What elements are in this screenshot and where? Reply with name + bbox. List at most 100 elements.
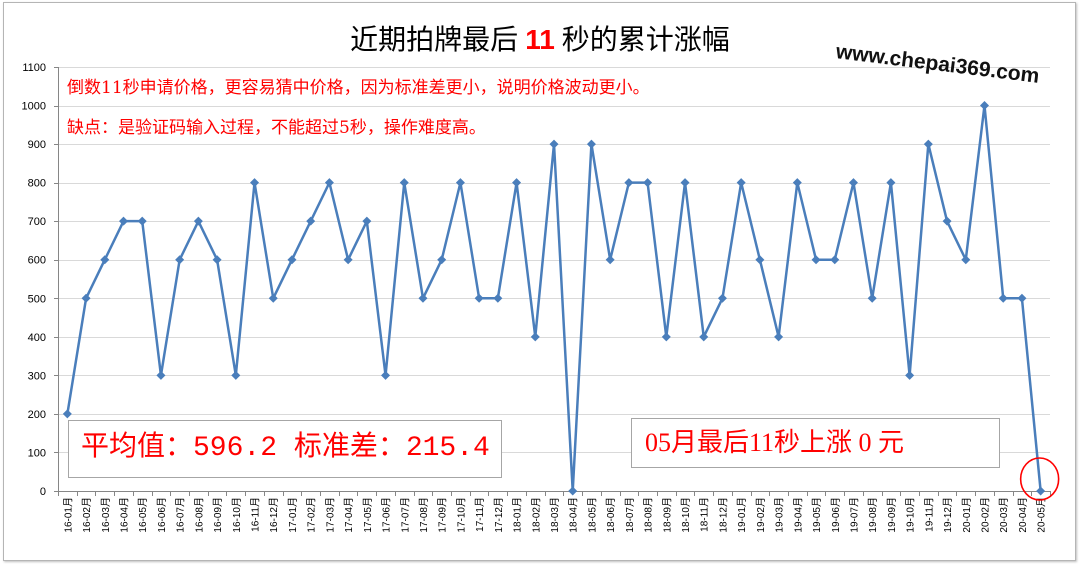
latest-change-box: 05月最后11秒上涨 0 元 (631, 418, 1000, 468)
y-tick-label: 600 (28, 255, 46, 267)
data-point (175, 255, 185, 265)
x-tick-labels: 16-01月 16-02月 16-03月 16-04月 16-05月 16-06月 16-0… (62, 497, 1047, 533)
x-tick-label: 19-05月 (811, 497, 823, 533)
data-point (867, 293, 877, 303)
x-tick-label: 18-12月 (717, 497, 729, 533)
data-point (811, 255, 821, 265)
data-point (755, 255, 765, 265)
x-tick-label: 19-06月 (830, 497, 842, 533)
data-point (717, 293, 727, 303)
x-tick-label: 19-11月 (923, 497, 935, 532)
x-tick-label: 19-07月 (848, 497, 860, 533)
x-tick-label: 17-08月 (418, 497, 430, 533)
x-tick-label: 17-07月 (399, 497, 411, 533)
x-tick-label: 18-09月 (661, 497, 673, 533)
stats-box: 平均值：596.2 标准差：215.4 (68, 420, 502, 478)
data-point (680, 178, 690, 188)
data-point (998, 293, 1008, 303)
data-point (661, 332, 671, 342)
data-point (568, 486, 578, 496)
y-tick-label: 800 (28, 178, 46, 190)
y-tick-labels: 0 100 200 300 400 500 600 700 800 900 1000 1100 (22, 62, 46, 498)
data-point (643, 178, 653, 188)
data-point (605, 255, 615, 265)
x-tick-label: 16-08月 (193, 497, 205, 533)
x-tick-label: 16-01月 (62, 497, 74, 533)
data-point (381, 370, 391, 380)
data-point (324, 178, 334, 188)
x-tick-label: 16-04月 (119, 497, 131, 533)
data-point (942, 216, 952, 226)
y-tick-label: 200 (28, 409, 46, 421)
data-point (1017, 293, 1027, 303)
chart-title-text: 秒的累计涨幅 (554, 25, 730, 56)
x-tick-label: 16-09月 (212, 497, 224, 533)
data-point (119, 216, 129, 226)
x-tick-label: 20-02月 (979, 497, 991, 533)
x-tick-label: 20-04月 (1017, 497, 1029, 533)
x-tick-label: 18-03月 (549, 497, 561, 533)
x-tick-label: 20-03月 (998, 497, 1010, 533)
axes (54, 67, 1051, 496)
x-tick-label: 16-06月 (156, 497, 168, 533)
data-point (268, 293, 278, 303)
x-tick-label: 19-12月 (942, 497, 954, 533)
data-point (474, 293, 484, 303)
x-tick-label: 19-09月 (886, 497, 898, 533)
data-point (774, 332, 784, 342)
data-point (549, 139, 559, 149)
data-point (512, 178, 522, 188)
data-point (624, 178, 634, 188)
data-point (586, 139, 596, 149)
y-tick-label: 1100 (22, 62, 46, 74)
note-line: 缺点：是验证码输入过程，不能超过5秒，操作难度高。 (67, 118, 486, 138)
x-tick-label: 18-02月 (530, 497, 542, 533)
data-point (979, 101, 989, 111)
note-line: 倒数11秒申请价格，更容易猜中价格，因为标准差更小，说明价格波动更小。 (67, 78, 650, 98)
y-tick-label: 700 (28, 216, 46, 228)
y-tick-label: 100 (28, 447, 46, 459)
data-point (848, 178, 858, 188)
y-tick-label: 1000 (22, 101, 46, 113)
data-point (362, 216, 372, 226)
x-tick-label: 16-03月 (100, 497, 112, 533)
data-point (437, 255, 447, 265)
x-tick-label: 17-09月 (437, 497, 449, 533)
data-point (193, 216, 203, 226)
y-tick-label: 300 (28, 370, 46, 382)
data-point (418, 293, 428, 303)
x-tick-label: 19-10月 (905, 497, 917, 533)
data-point (886, 178, 896, 188)
chart-title-text: 近期拍牌最后 (350, 25, 526, 56)
x-tick-label: 17-02月 (306, 497, 318, 533)
data-point (530, 332, 540, 342)
x-tick-label: 18-01月 (512, 497, 524, 533)
x-tick-label: 20-01月 (961, 497, 973, 533)
x-tick-label: 16-12月 (268, 497, 280, 533)
x-tick-label: 18-06月 (605, 497, 617, 533)
data-point (736, 178, 746, 188)
x-tick-label: 19-03月 (774, 497, 786, 533)
x-tick-label: 16-02月 (81, 497, 93, 533)
data-point (493, 293, 503, 303)
data-point (62, 409, 72, 419)
data-point (455, 178, 465, 188)
y-tick-label: 500 (28, 293, 46, 305)
x-tick-label: 20-05月 (1036, 497, 1048, 533)
chart-title-number: 11 (525, 24, 555, 55)
y-tick-label: 900 (28, 139, 46, 151)
x-tick-label: 17-01月 (287, 497, 299, 533)
x-tick-label: 17-04月 (343, 497, 355, 533)
y-tick-label: 400 (28, 332, 46, 344)
data-point (156, 370, 166, 380)
x-tick-label: 16-07月 (175, 497, 187, 533)
x-tick-label: 17-05月 (362, 497, 374, 533)
data-point (923, 139, 933, 149)
x-tick-label: 18-05月 (586, 497, 598, 533)
highlight-circle (1019, 457, 1060, 501)
x-tick-label: 16-11月 (250, 497, 262, 532)
data-point (830, 255, 840, 265)
series (62, 101, 1046, 496)
data-point (1036, 486, 1046, 496)
